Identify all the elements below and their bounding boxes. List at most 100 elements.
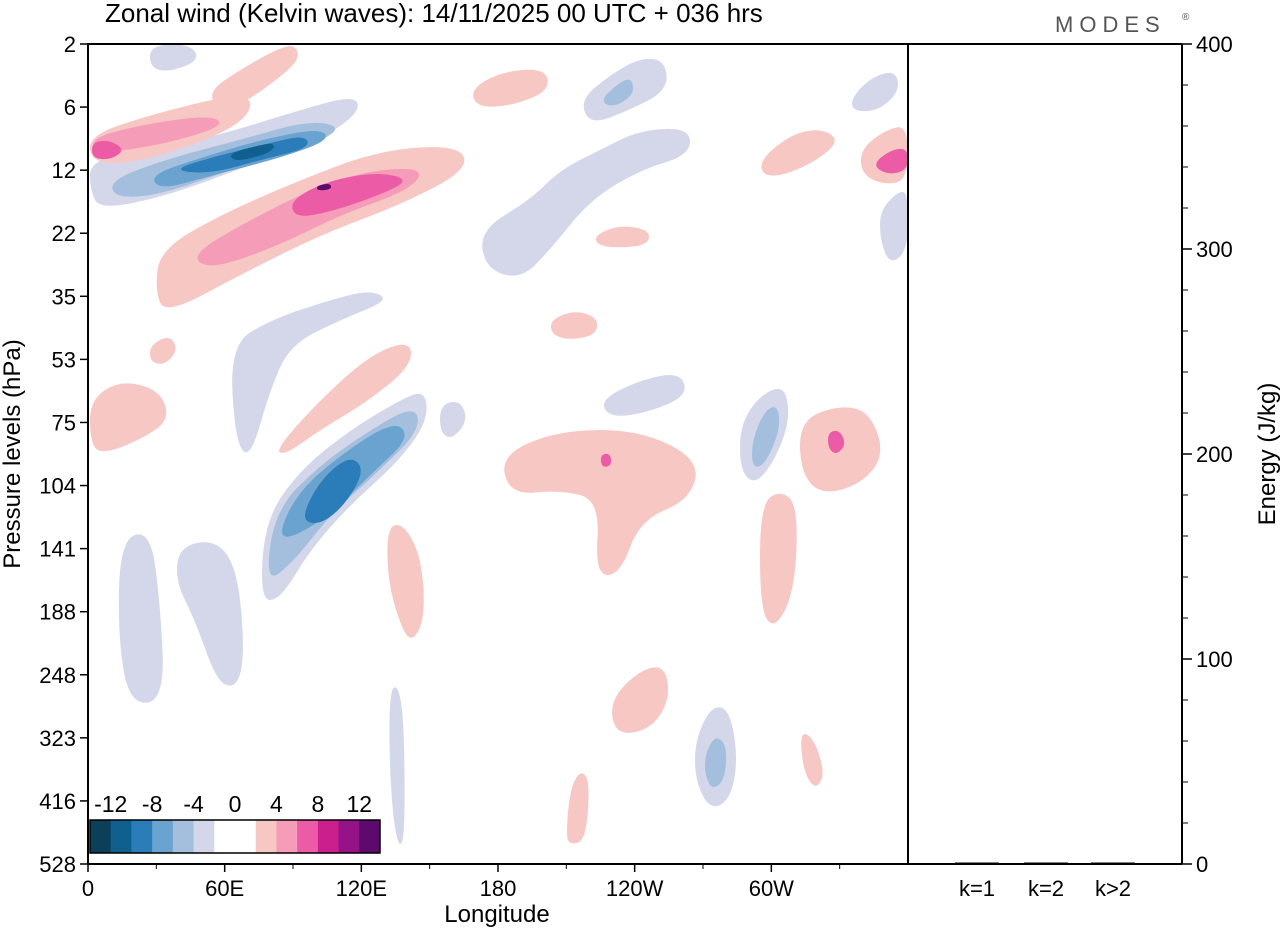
contour-region [880, 192, 908, 261]
x-tick-label: 0 [82, 876, 94, 901]
colorbar: -12 -8 -4 0 4 8 12 [89, 791, 381, 854]
contour-region [316, 184, 332, 191]
contour-region [440, 402, 466, 438]
energy-category-label: k=1 [959, 876, 995, 901]
registered-mark: ® [1182, 12, 1190, 23]
energy-y-ticks: 0 100 200 300 400 [1182, 32, 1233, 877]
colorbar-swatch [90, 820, 112, 853]
energy-tick-label: 200 [1196, 442, 1233, 467]
energy-category-label: k=2 [1028, 876, 1064, 901]
contour-region [177, 542, 243, 686]
contour-region [828, 430, 845, 453]
energy-bars [955, 862, 1135, 864]
colorbar-swatch [152, 820, 174, 853]
colorbar-swatch [359, 820, 381, 853]
x-tick-label: 120E [336, 876, 387, 901]
colorbar-labels: -12 -8 -4 0 4 8 12 [94, 791, 372, 817]
contour-region [93, 117, 220, 152]
y-axis-ticks: 2 6 12 22 35 53 75 104 141 188 248 323 416 528 [39, 32, 88, 877]
colorbar-swatch [338, 820, 360, 853]
colorbar-swatches [90, 820, 381, 853]
colorbar-swatch [172, 820, 195, 853]
contour-region [600, 453, 612, 467]
energy-tick-label: 100 [1196, 647, 1233, 672]
y-tick-label: 104 [39, 474, 76, 499]
colorbar-label: 0 [229, 791, 242, 817]
contour-region [150, 338, 176, 364]
colorbar-swatch [235, 820, 257, 853]
contour-region [150, 44, 197, 71]
x-tick-label: 120W [606, 876, 664, 901]
contour-region [550, 312, 598, 339]
contour-region [761, 130, 835, 176]
contour-region [473, 69, 548, 107]
contour-fills [90, 44, 908, 844]
contour-region [760, 493, 797, 624]
colorbar-frame [89, 819, 381, 854]
contour-region [612, 667, 668, 733]
contour-region [567, 773, 589, 844]
energy-bar [1091, 862, 1135, 864]
contour-region [118, 534, 163, 703]
y-tick-label: 323 [39, 726, 76, 751]
contour-region [705, 738, 727, 787]
colorbar-swatch [214, 820, 236, 853]
contour-region [279, 344, 412, 453]
y-tick-label: 35 [52, 284, 76, 309]
energy-bar [955, 862, 999, 864]
y-tick-label: 2 [64, 32, 76, 57]
colorbar-swatch [255, 820, 277, 853]
energy-categories: k=1 k=2 k>2 [959, 876, 1131, 901]
energy-tick-label: 0 [1196, 852, 1208, 877]
x-tick-label: 180 [480, 876, 517, 901]
contour-region [90, 383, 167, 452]
energy-axis-label: Energy (J/kg) [1254, 383, 1280, 526]
contour-region [876, 148, 908, 174]
contour-region [92, 140, 122, 160]
contour-region [603, 79, 634, 106]
colorbar-label: 8 [311, 791, 324, 817]
contour-region [595, 226, 650, 248]
y-tick-label: 12 [52, 158, 76, 183]
contour-region [305, 459, 361, 523]
colorbar-swatch [193, 820, 215, 853]
energy-category-label: k>2 [1095, 876, 1131, 901]
contour-region [504, 430, 696, 575]
contour-region [387, 525, 424, 638]
contour-region [801, 734, 823, 786]
y-tick-label: 75 [52, 410, 76, 435]
contour-region [232, 292, 383, 453]
energy-panel: 0 100 200 300 400 k=1 k=2 k>2 Energy (J/kg) [908, 32, 1280, 901]
x-axis-ticks: 0 60E 120E 180 120W 60W [82, 864, 841, 901]
x-tick-label: 60W [749, 876, 794, 901]
energy-tick-label: 300 [1196, 237, 1233, 262]
x-tick-label: 60E [205, 876, 244, 901]
contour-region [482, 128, 690, 276]
colorbar-swatch [297, 820, 319, 853]
x-axis-label: Longitude [444, 901, 549, 928]
y-tick-label: 6 [64, 95, 76, 120]
energy-tick-label: 400 [1196, 32, 1233, 57]
contour-region [292, 174, 403, 216]
colorbar-label: 4 [270, 791, 283, 817]
contour-region [852, 72, 898, 112]
y-tick-label: 416 [39, 789, 76, 814]
contour-region [230, 143, 274, 160]
chart-title: Zonal wind (Kelvin waves): 14/11/2025 00… [105, 0, 763, 28]
energy-bar [1024, 862, 1068, 864]
colorbar-swatch [317, 820, 340, 853]
colorbar-label: -4 [183, 791, 204, 817]
modes-logo: MODES [1055, 12, 1166, 37]
y-tick-label: 528 [39, 852, 76, 877]
y-tick-label: 248 [39, 663, 76, 688]
colorbar-swatch [131, 820, 153, 853]
heatmap-panel: 0 60E 120E 180 120W 60W 2 6 12 22 35 53 75 104 141 188… [39, 32, 909, 901]
y-tick-label: 53 [52, 347, 76, 372]
contour-region [389, 687, 405, 844]
colorbar-label: -12 [94, 791, 127, 817]
colorbar-label: -8 [142, 791, 162, 817]
y-tick-label: 188 [39, 600, 76, 625]
colorbar-swatch [276, 820, 298, 853]
contour-region [752, 407, 780, 467]
